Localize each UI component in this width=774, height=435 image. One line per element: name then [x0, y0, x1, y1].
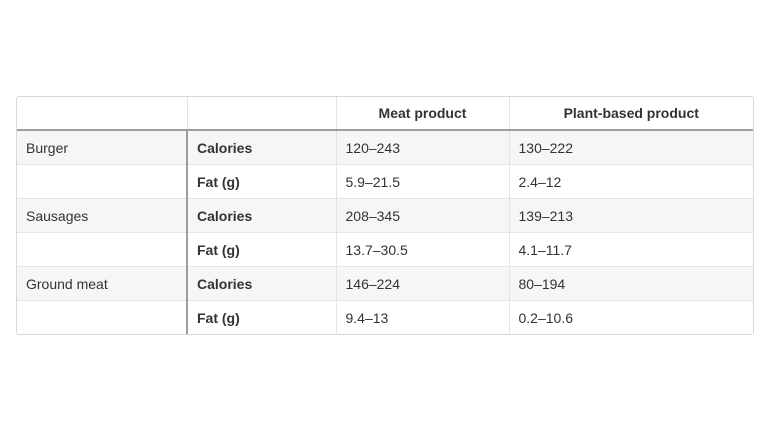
meat-value-cell: 13.7–30.5 [336, 232, 510, 267]
meat-value-cell: 120–243 [336, 130, 510, 165]
plant-value-cell: 0.2–10.6 [509, 300, 753, 334]
product-type-cell [17, 164, 188, 199]
header-cell-plant-based-product: Plant-based product [509, 97, 753, 131]
meat-value-cell: 208–345 [336, 198, 510, 233]
table-row: Burger Calories 120–243 130–222 [17, 130, 753, 165]
metric-cell: Calories [187, 198, 337, 233]
plant-value-cell: 4.1–11.7 [509, 232, 753, 267]
product-type-cell: Ground meat [17, 266, 188, 301]
table-row: Fat (g) 13.7–30.5 4.1–11.7 [17, 232, 753, 267]
plant-value-cell: 80–194 [509, 266, 753, 301]
plant-value-cell: 2.4–12 [509, 164, 753, 199]
table-row: Ground meat Calories 146–224 80–194 [17, 266, 753, 301]
metric-cell: Calories [187, 266, 337, 301]
product-type-cell: Burger [17, 130, 188, 165]
plant-value-cell: 139–213 [509, 198, 753, 233]
metric-cell: Calories [187, 130, 337, 165]
meat-value-cell: 9.4–13 [336, 300, 510, 334]
table-row: Fat (g) 9.4–13 0.2–10.6 [17, 300, 753, 334]
product-type-cell: Sausages [17, 198, 188, 233]
metric-cell: Fat (g) [187, 232, 337, 267]
table-row: Fat (g) 5.9–21.5 2.4–12 [17, 164, 753, 199]
meat-value-cell: 146–224 [336, 266, 510, 301]
header-cell-meat-product: Meat product [336, 97, 510, 131]
product-type-cell [17, 232, 188, 267]
header-cell-metric [187, 97, 337, 131]
comparison-table-container: Meat product Plant-based product Burger … [16, 96, 754, 335]
header-cell-product-type [17, 97, 188, 131]
nutrition-comparison-table: Meat product Plant-based product Burger … [17, 97, 753, 334]
plant-value-cell: 130–222 [509, 130, 753, 165]
table-row: Sausages Calories 208–345 139–213 [17, 198, 753, 233]
product-type-cell [17, 300, 188, 334]
table-header-row: Meat product Plant-based product [17, 97, 753, 131]
metric-cell: Fat (g) [187, 164, 337, 199]
metric-cell: Fat (g) [187, 300, 337, 334]
meat-value-cell: 5.9–21.5 [336, 164, 510, 199]
